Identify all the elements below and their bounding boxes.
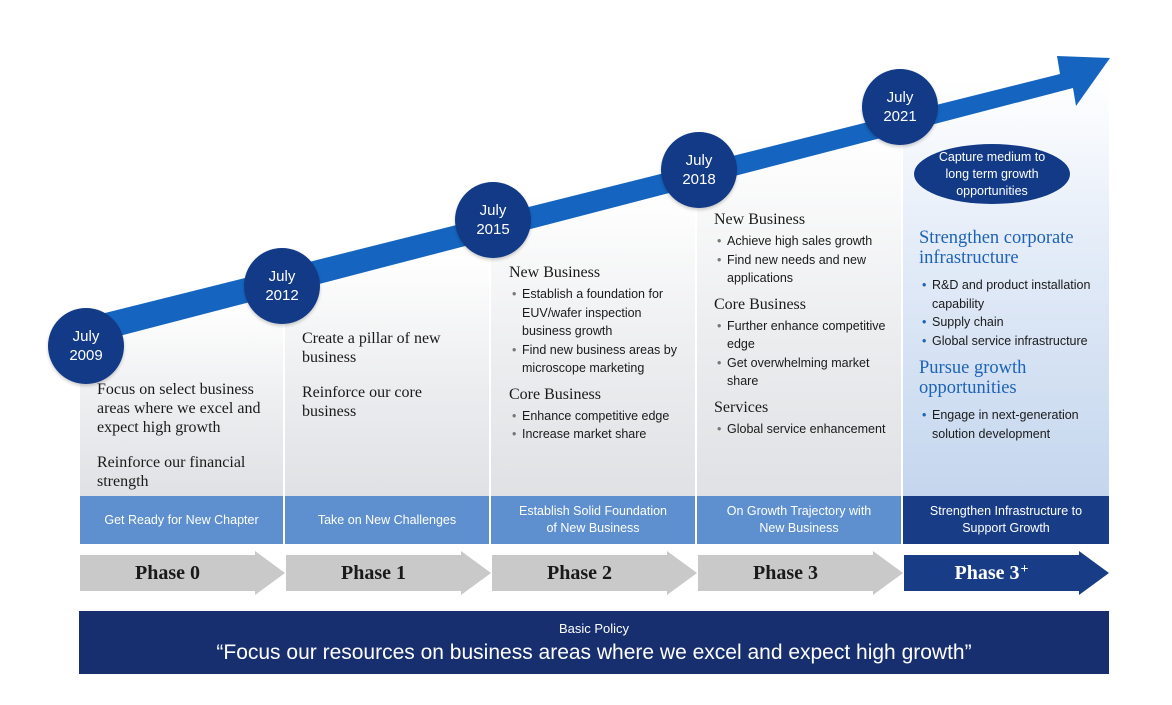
phase-label-sup: + xyxy=(1020,562,1029,577)
phase-label: Phase 3 + xyxy=(954,561,1029,584)
phase3-core-business-title: Core Business xyxy=(714,295,806,313)
growth-title: Pursue growth opportunities xyxy=(919,358,1027,398)
list-item: Further enhance competitive edge xyxy=(714,317,894,354)
list-item: Establish a foundation for EUV/wafer ins… xyxy=(509,285,689,341)
list-item: Global service enhancement xyxy=(714,420,894,439)
policy-quote: “Focus our resources on business areas w… xyxy=(216,641,972,664)
phase-0-chevron: Phase 0 xyxy=(80,551,285,595)
stage-label: Take on New Challenges xyxy=(317,512,457,527)
chevron-shape xyxy=(80,551,285,595)
milestone-year: 2015 xyxy=(476,221,510,238)
stage-band-1: Take on New Challenges xyxy=(285,496,489,544)
phase3-content: New Business Achieve high sales growth F… xyxy=(714,211,894,446)
growth-list: Engage in next-generation solution devel… xyxy=(919,406,1104,443)
stage-band-4: Strengthen Infrastructure to Support Gro… xyxy=(903,496,1109,544)
stage-label: Establish Solid Foundation of New Busine… xyxy=(518,504,667,535)
phase2-core-business-list: Enhance competitive edge Increase market… xyxy=(509,407,689,444)
list-item: Increase market share xyxy=(509,425,689,444)
chevron-shape xyxy=(698,551,903,595)
list-item: Achieve high sales growth xyxy=(714,232,894,251)
stage-label: Strengthen Infrastructure to Support Gro… xyxy=(929,504,1083,535)
phase1-column xyxy=(285,255,489,496)
milestone-2021: July 2021 xyxy=(862,69,938,145)
stage-band-2: Establish Solid Foundation of New Busine… xyxy=(491,496,695,544)
milestone-2018: July 2018 xyxy=(661,132,737,208)
phase3-services-title: Services xyxy=(714,398,769,416)
list-item: Engage in next-generation solution devel… xyxy=(919,406,1104,443)
milestone-year: 2009 xyxy=(69,347,103,364)
phase2-new-business-list: Establish a foundation for EUV/wafer ins… xyxy=(509,285,689,378)
phase3-core-business-list: Further enhance competitive edge Get ove… xyxy=(714,317,894,391)
phase-label: Phase 1 xyxy=(341,561,406,584)
phase-label: Phase 0 xyxy=(135,561,200,584)
phase1-content: Create a pillar of new business Reinforc… xyxy=(302,329,462,437)
phase-label: Phase 2 xyxy=(547,561,612,584)
phase0-line: Reinforce our financial strength xyxy=(97,454,246,490)
milestone-year: 2021 xyxy=(883,108,917,125)
phase1-line: Reinforce our core business xyxy=(302,384,422,420)
stage-band-0: Get Ready for New Chapter xyxy=(80,496,283,544)
stage-band-3: On Growth Trajectory with New Business xyxy=(697,496,901,544)
phase0-content: Focus on select business areas where we … xyxy=(97,380,277,507)
phase-3-chevron: Phase 3 xyxy=(698,551,903,595)
phase-label: Phase 3 xyxy=(753,561,818,584)
phase-1-chevron: Phase 1 xyxy=(286,551,491,595)
list-item: Supply chain xyxy=(919,313,1104,332)
chevron-shape xyxy=(286,551,491,595)
milestone-2015: July 2015 xyxy=(455,182,531,258)
milestone-year: 2012 xyxy=(265,287,299,304)
list-item: Global service infrastructure xyxy=(919,332,1104,351)
phase3-new-business-list: Achieve high sales growth Find new needs… xyxy=(714,232,894,288)
infra-title: Strengthen corporate infrastructure xyxy=(919,228,1074,268)
phase3-new-business-title: New Business xyxy=(714,211,806,228)
milestone-month: July xyxy=(268,268,296,285)
milestone-month: July xyxy=(886,89,914,106)
milestone-year: 2018 xyxy=(682,171,716,188)
chevron-shape xyxy=(492,551,697,595)
phase3plus-content: Strengthen corporate infrastructure R&D … xyxy=(919,228,1104,451)
growth-opportunities-oval: Capture medium to long term growth oppor… xyxy=(914,144,1070,204)
list-item: Find new needs and new applications xyxy=(714,251,894,288)
growth-arrow-shape xyxy=(85,56,1110,341)
stage-label: On Growth Trajectory with New Business xyxy=(726,504,872,535)
policy-title: Basic Policy xyxy=(558,621,630,636)
chevron-shape xyxy=(904,551,1109,595)
list-item: Get overwhelming market share xyxy=(714,354,894,391)
stage-label: Get Ready for New Chapter xyxy=(104,512,259,527)
phase2-content: New Business Establish a foundation for … xyxy=(509,264,689,452)
phase2-new-business-title: New Business xyxy=(509,264,601,281)
milestone-month: July xyxy=(72,328,100,345)
phase-3plus-chevron: Phase 3 + xyxy=(904,551,1109,595)
phase0-line: Focus on select business areas where we … xyxy=(97,381,261,436)
basic-policy-box: Basic Policy “Focus our resources on bus… xyxy=(79,611,1109,674)
list-item: Enhance competitive edge xyxy=(509,407,689,426)
oval-text: Capture medium to long term growth oppor… xyxy=(938,149,1046,198)
growth-arrow xyxy=(85,56,1110,341)
milestone-month: July xyxy=(685,152,713,169)
phase1-line: Create a pillar of new business xyxy=(302,330,441,366)
milestone-month: July xyxy=(479,202,507,219)
milestone-2009: July 2009 xyxy=(48,308,124,384)
phase2-core-business-title: Core Business xyxy=(509,385,601,403)
phase-2-chevron: Phase 2 xyxy=(492,551,697,595)
infra-list: R&D and product installation capability … xyxy=(919,276,1104,350)
list-item: R&D and product installation capability xyxy=(919,276,1104,313)
milestone-2012: July 2012 xyxy=(244,248,320,324)
phase3-services-list: Global service enhancement xyxy=(714,420,894,439)
list-item: Find new business areas by microscope ma… xyxy=(509,341,689,378)
